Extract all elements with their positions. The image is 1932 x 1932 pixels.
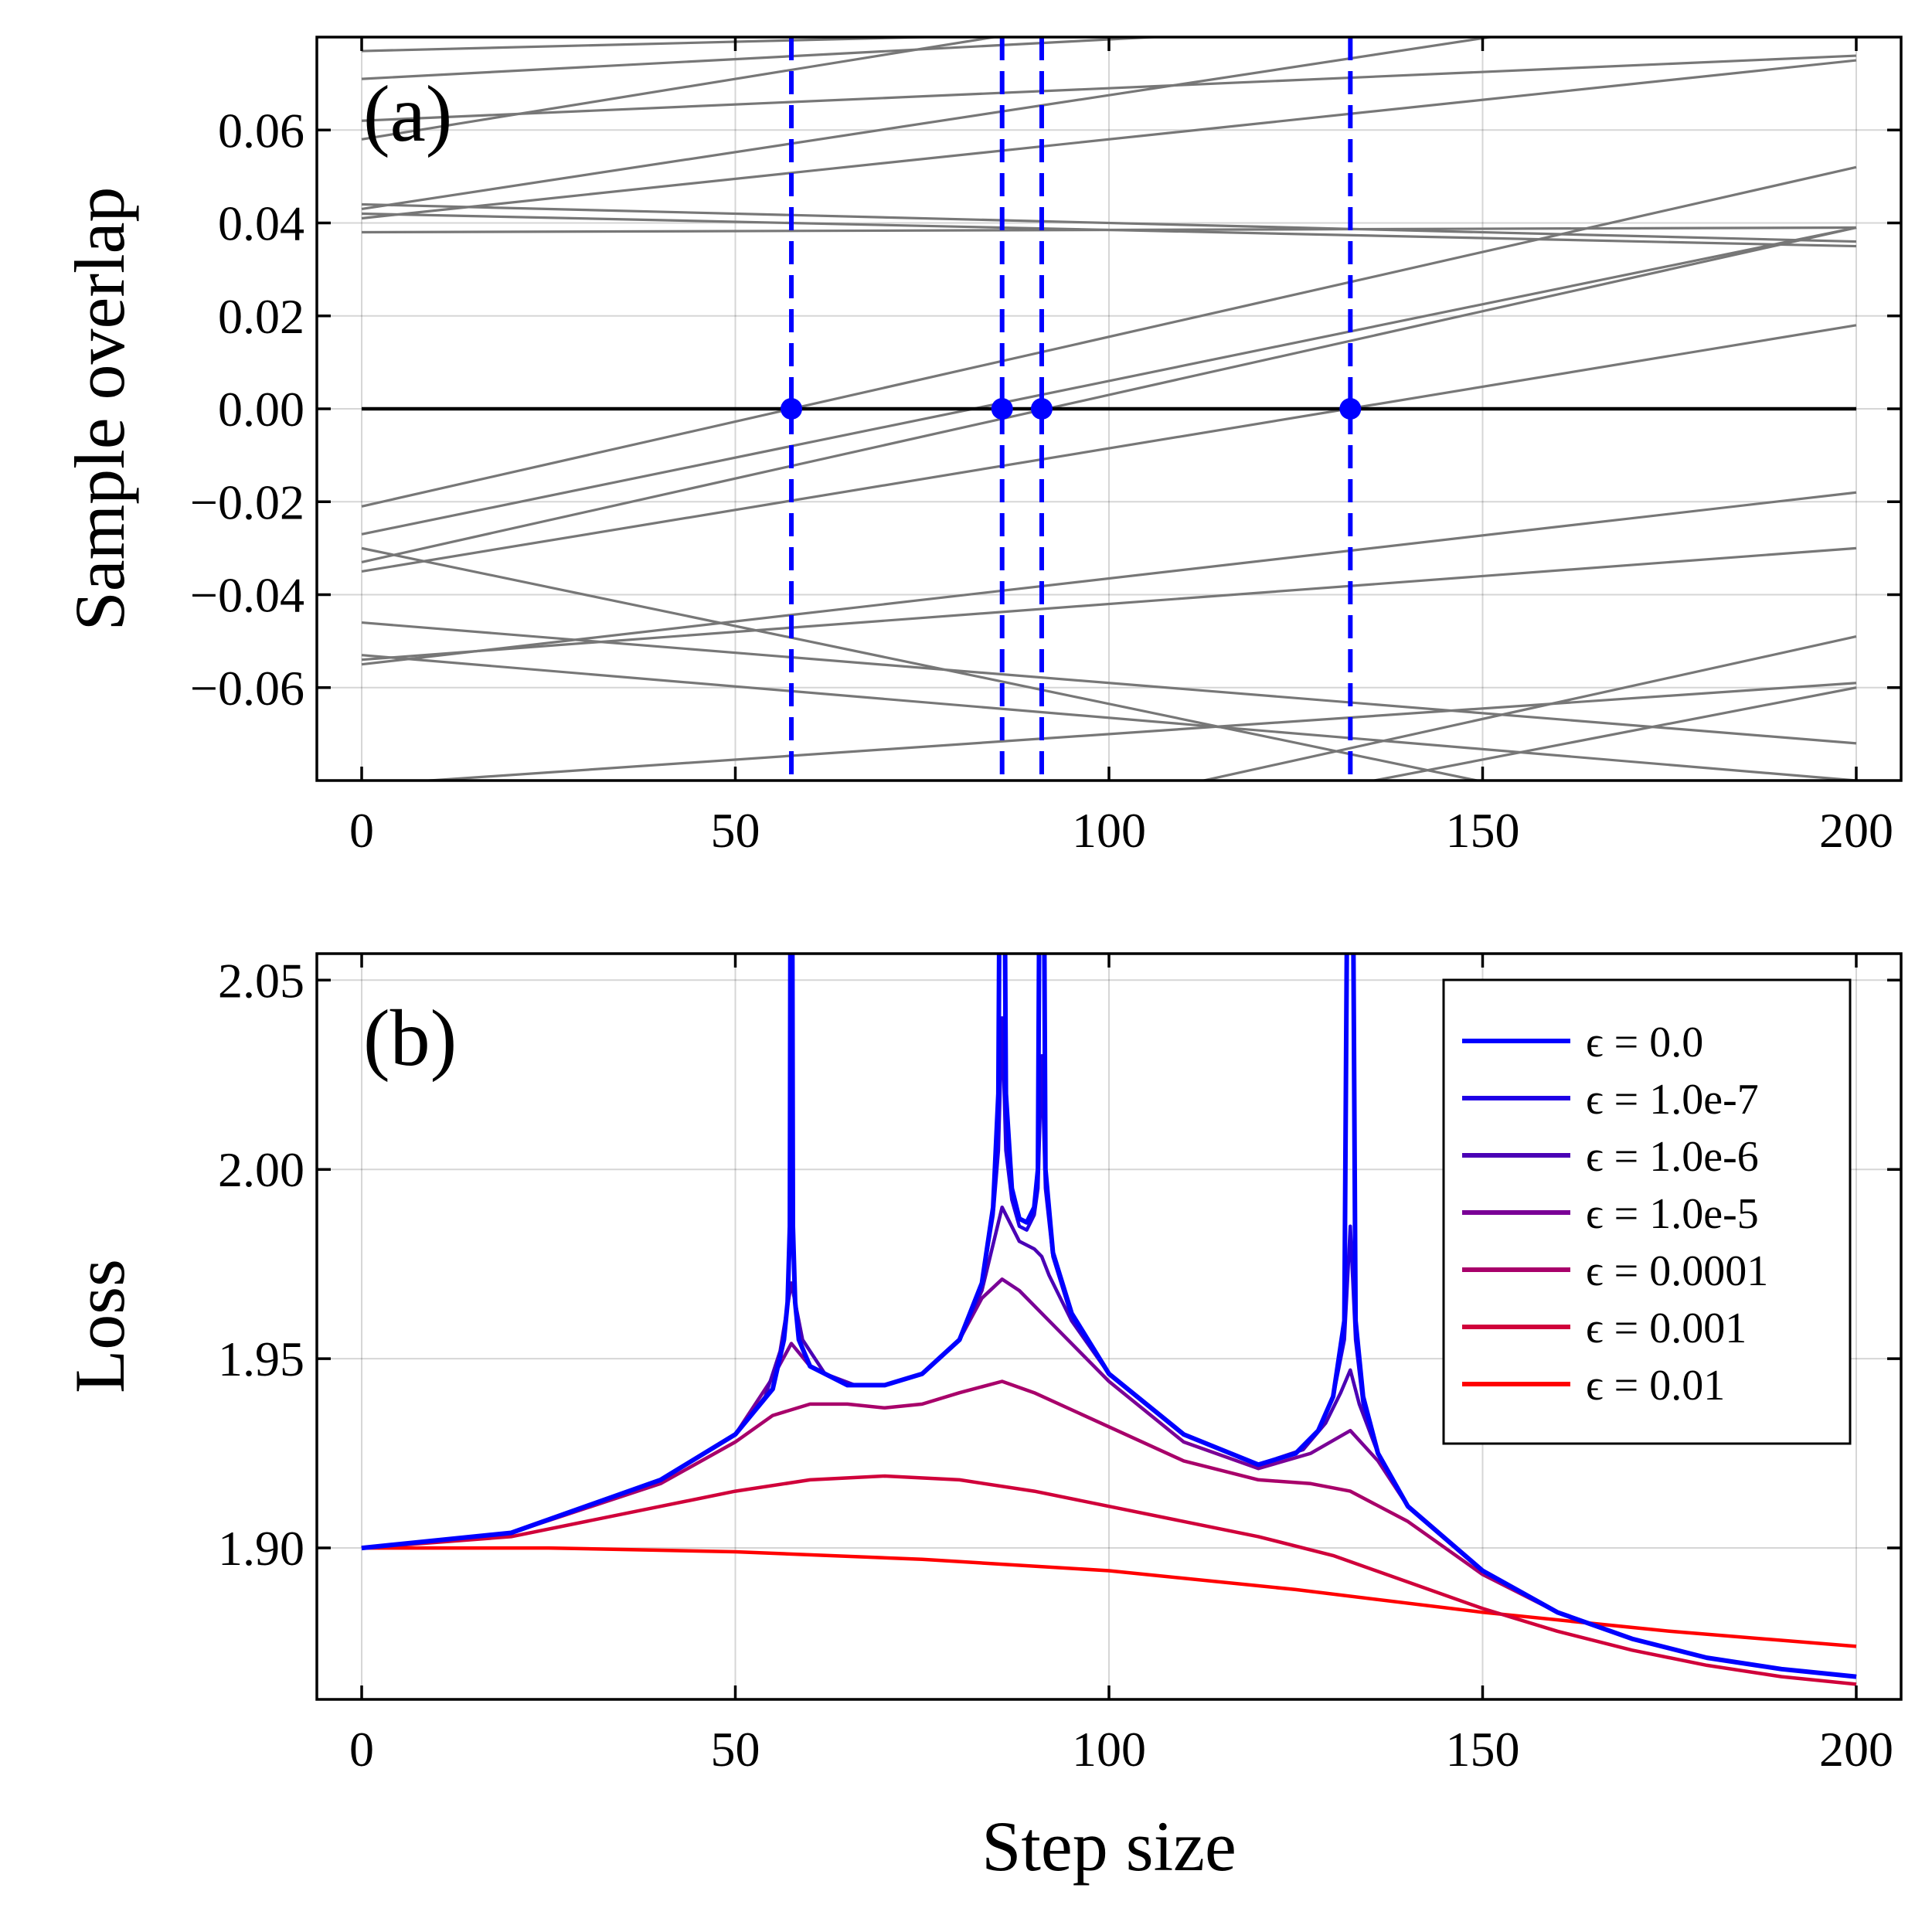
legend-label: ϵ = 0.0 xyxy=(1586,1019,1703,1066)
overlap-line xyxy=(361,37,972,53)
y-tick-label: 1.90 xyxy=(218,1521,304,1576)
panel-a-sample-overlap: 0 50 100 150 200 −0.06 −0.04 −0.02 0.00 0.02 0.04 0… xyxy=(60,36,1903,858)
panel-a-label: (a) xyxy=(363,70,452,158)
x-tick-label: 100 xyxy=(1072,1722,1146,1777)
legend-label: ϵ = 1.0e-7 xyxy=(1586,1076,1759,1124)
x-tick-label: 200 xyxy=(1819,803,1893,858)
y-tick-label: 0.00 xyxy=(218,382,304,437)
overlap-line xyxy=(361,202,1857,243)
y-tick-label: −0.02 xyxy=(190,474,304,529)
x-tick-label: 50 xyxy=(711,1722,760,1777)
y-tick-label: 2.05 xyxy=(218,953,304,1008)
legend-entries: ϵ = 0.0 ϵ = 1.0e-7 ϵ = 1.0e-6 ϵ = 1.0e-5 ϵ =… xyxy=(1462,1019,1768,1410)
overlap-line xyxy=(361,165,1857,508)
panel-b-label: (b) xyxy=(363,994,457,1083)
overlap-line xyxy=(361,37,1498,211)
overlap-line xyxy=(361,324,1857,573)
y-tick-label: 2.00 xyxy=(218,1142,304,1197)
loss-series-line xyxy=(362,1546,1857,1648)
legend: ϵ = 0.0 ϵ = 1.0e-7 ϵ = 1.0e-6 ϵ = 1.0e-5 ϵ =… xyxy=(1442,978,1852,1445)
y-tick-label: 0.04 xyxy=(218,196,304,251)
crossing-point xyxy=(991,398,1013,420)
loss-series-line xyxy=(361,1474,1857,1686)
x-tick-label: 50 xyxy=(711,803,760,858)
legend-label: ϵ = 0.001 xyxy=(1586,1304,1747,1352)
overlap-line xyxy=(361,621,1857,745)
overlap-line xyxy=(361,546,1484,781)
legend-label: ϵ = 1.0e-5 xyxy=(1586,1190,1759,1238)
x-tick-label: 150 xyxy=(1445,1722,1519,1777)
y-tick-label: 0.06 xyxy=(218,103,304,158)
y-tick-label: 1.95 xyxy=(218,1332,304,1386)
x-tick-label: 0 xyxy=(349,803,374,858)
overlap-line xyxy=(361,491,1857,666)
overlap-line xyxy=(361,226,1857,536)
legend-label: ϵ = 1.0e-6 xyxy=(1586,1133,1759,1181)
x-tick-label: 100 xyxy=(1072,803,1146,858)
legend-label: ϵ = 0.01 xyxy=(1586,1362,1725,1410)
overlap-line xyxy=(361,59,1857,220)
panel-b-ticks: 0 50 100 150 200 1.90 1.95 2.00 2.05 xyxy=(218,953,1901,1777)
panel-b-loss-curves xyxy=(361,954,1857,1686)
overlap-line xyxy=(361,546,1857,662)
panel-a-overlap-lines xyxy=(361,37,1857,781)
overlap-line xyxy=(361,54,1857,122)
overlap-line xyxy=(361,37,1002,141)
overlap-line xyxy=(361,212,1857,248)
panel-b-x-axis-title: Step size xyxy=(981,1807,1236,1886)
crossing-point xyxy=(1339,398,1362,420)
overlap-line xyxy=(1198,635,1857,781)
x-tick-label: 0 xyxy=(349,1722,374,1777)
panel-a-ticks: 0 50 100 150 200 −0.06 −0.04 −0.02 0.00 0.02 0.04 0… xyxy=(190,37,1901,858)
crossing-point xyxy=(1030,398,1053,420)
legend-label: ϵ = 0.0001 xyxy=(1586,1247,1768,1295)
overlap-line xyxy=(411,682,1857,781)
x-tick-label: 200 xyxy=(1819,1722,1893,1777)
panel-b-loss: 0 50 100 150 200 1.90 1.95 2.00 2.05 (b) Loss St… xyxy=(60,952,1903,1886)
y-tick-label: −0.04 xyxy=(190,568,304,623)
y-tick-label: 0.02 xyxy=(218,289,304,344)
overlap-line xyxy=(1367,686,1857,781)
overlap-line xyxy=(361,654,1857,781)
overlap-line xyxy=(361,226,1857,563)
panel-a-y-axis-title: Sample overlap xyxy=(60,187,139,631)
panel-b-y-axis-title: Loss xyxy=(60,1259,139,1393)
x-tick-label: 150 xyxy=(1445,803,1519,858)
y-tick-label: −0.06 xyxy=(190,661,304,716)
crossing-point xyxy=(781,398,803,420)
loss-series-line xyxy=(361,954,1857,1679)
